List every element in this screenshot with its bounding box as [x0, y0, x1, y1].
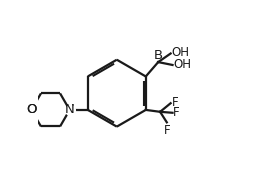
Text: B: B [154, 49, 163, 62]
Text: F: F [163, 124, 170, 137]
Text: F: F [173, 106, 180, 119]
Text: F: F [172, 96, 178, 109]
Text: N: N [65, 103, 75, 116]
Text: OH: OH [173, 58, 192, 71]
Text: O: O [26, 103, 37, 116]
Text: OH: OH [172, 46, 189, 59]
Text: O: O [26, 103, 37, 116]
Text: N: N [65, 103, 75, 116]
